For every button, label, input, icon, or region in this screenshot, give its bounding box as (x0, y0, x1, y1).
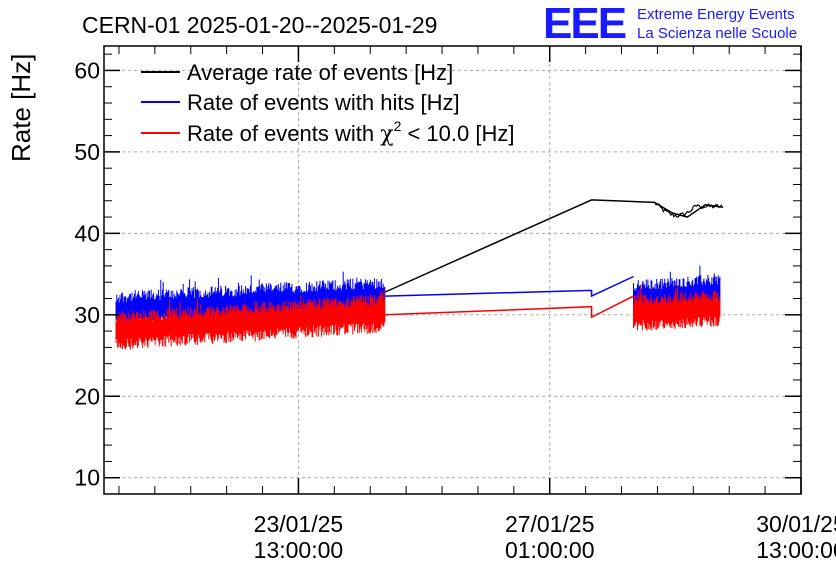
y-tick-label: 60 (74, 57, 100, 83)
y-tick-label: 20 (74, 383, 100, 409)
series-0 (384, 199, 724, 293)
series-noise-band (633, 285, 721, 331)
axes: 10203040506023/01/2513:00:0027/01/2501:0… (74, 45, 836, 563)
series-line (385, 295, 634, 319)
x-tick-label-date: 30/01/25 (756, 511, 836, 537)
legend-label-chi2: Rate of events with χ2 < 10.0 [Hz] (187, 118, 514, 147)
y-tick-label: 10 (74, 465, 100, 491)
x-tick-label-time: 13:00:00 (756, 537, 836, 563)
legend-chi2-suffix: < 10.0 [Hz] (401, 121, 514, 146)
eee-logo: EEE (543, 0, 626, 48)
legend: Average rate of events [Hz] Rate of even… (141, 60, 514, 147)
series-noise-band (115, 289, 386, 350)
chart-title: CERN-01 2025-01-20--2025-01-29 (82, 12, 437, 38)
y-tick-label: 50 (74, 139, 100, 165)
org-name-line1: Extreme Energy Events (637, 6, 795, 23)
grid-lines (104, 46, 802, 494)
series-layer (115, 199, 724, 350)
legend-chi2-sup: 2 (394, 118, 402, 134)
y-tick-label: 30 (74, 302, 100, 328)
x-tick-label-date: 27/01/25 (505, 511, 595, 537)
x-tick-label-time: 13:00:00 (254, 537, 344, 563)
legend-label-average: Average rate of events [Hz] (187, 60, 453, 85)
y-tick-label: 40 (74, 220, 100, 246)
series-tail-jitter (653, 201, 723, 218)
plot-frame (103, 45, 802, 495)
legend-label-hits: Rate of events with hits [Hz] (187, 90, 460, 115)
x-tick-label-date: 23/01/25 (254, 511, 344, 537)
series-2 (115, 285, 721, 350)
legend-chi2-prefix: Rate of events with (187, 121, 380, 146)
y-axis-label: Rate [Hz] (6, 54, 36, 162)
series-line (385, 275, 634, 298)
legend-chi2-symbol: χ (380, 122, 393, 147)
org-name-line2: La Scienza nelle Scuole (637, 25, 797, 42)
x-tick-label-time: 01:00:00 (505, 537, 595, 563)
